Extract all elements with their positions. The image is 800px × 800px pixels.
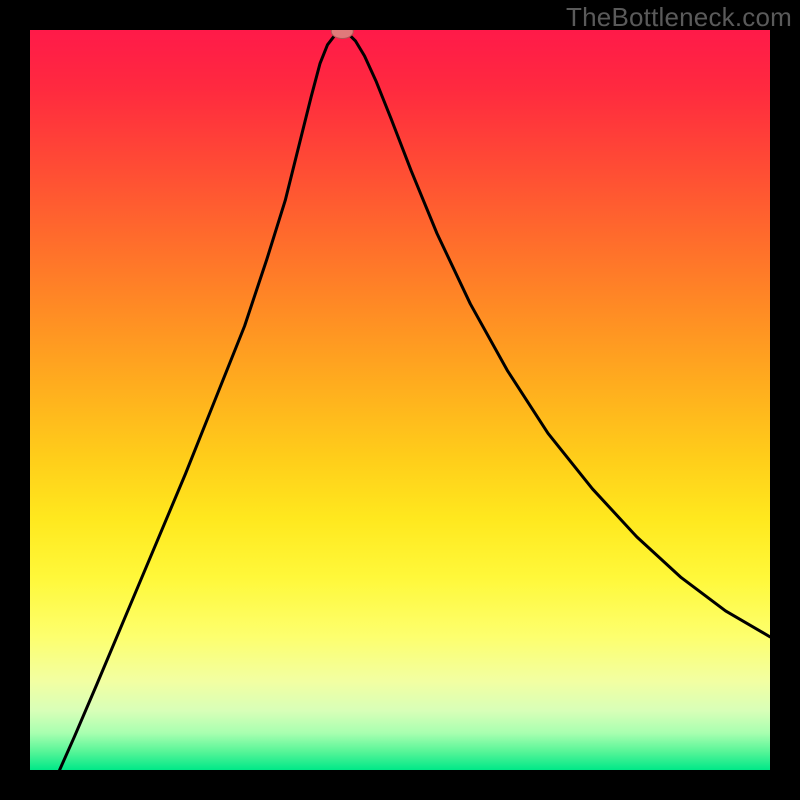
plot-area [30, 30, 770, 770]
watermark-text: TheBottleneck.com [566, 2, 792, 33]
bottleneck-chart [30, 30, 770, 770]
chart-container: TheBottleneck.com [0, 0, 800, 800]
